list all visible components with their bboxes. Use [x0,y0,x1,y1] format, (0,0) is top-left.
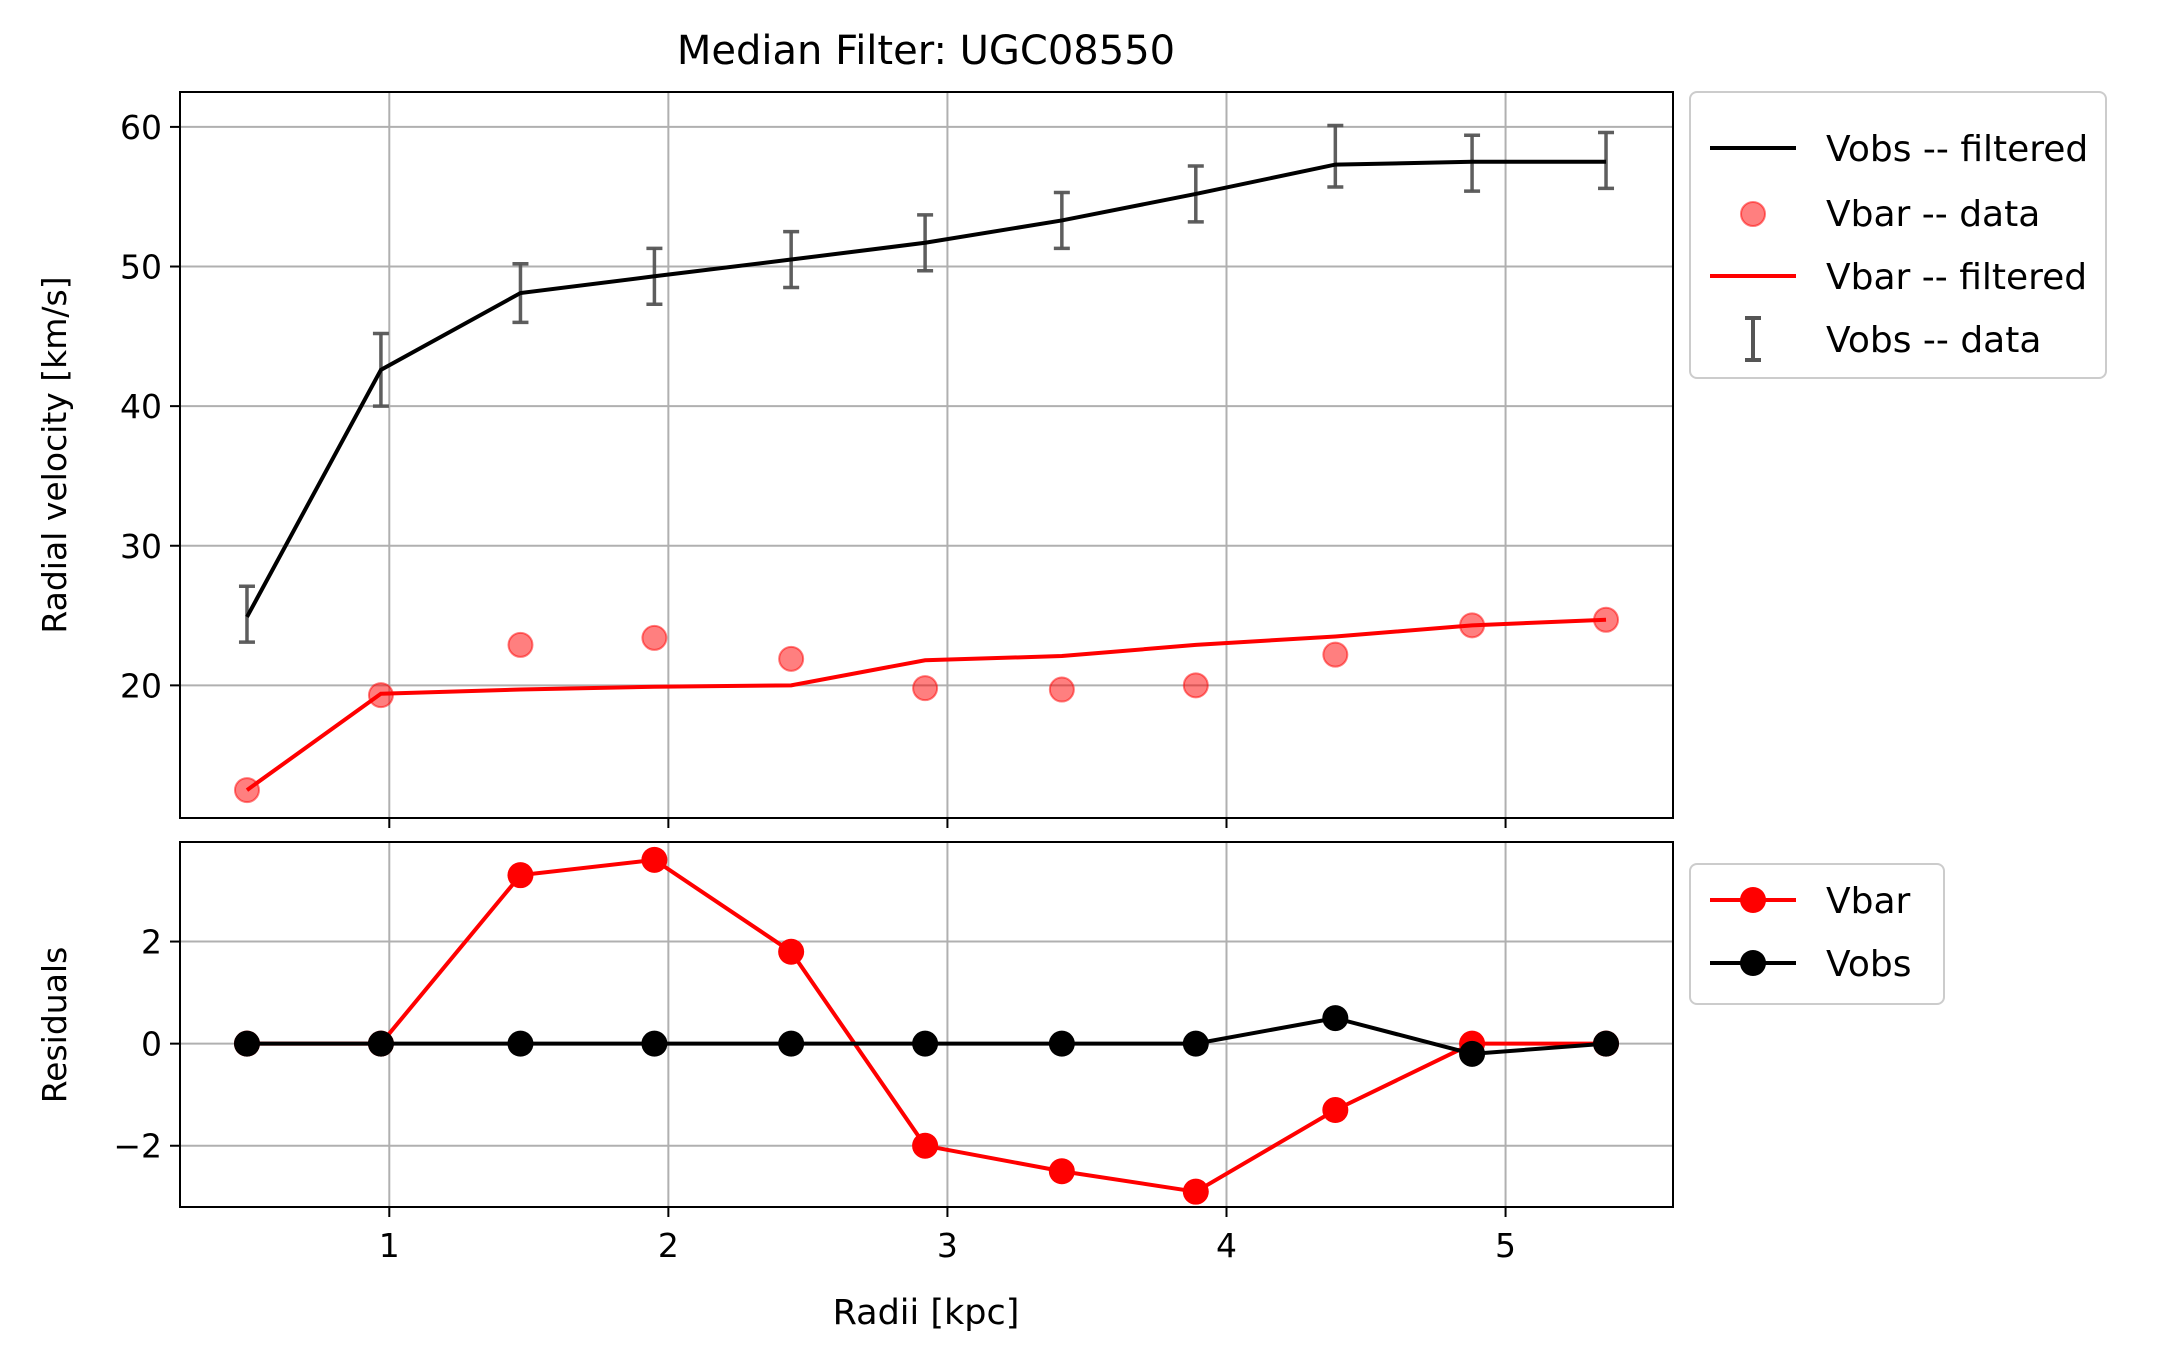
vobs-residual-point [1459,1040,1486,1067]
vbar-data-point [507,631,534,658]
legend-label-vobs-filtered: Vobs -- filtered [1826,129,2088,170]
bottom-ticks: 1 2 3 4 5 −2 0 2 [113,923,1516,1265]
top-panel: 20 30 40 50 60 Median Filter: UGC08550 Radia… [35,28,1674,828]
bottom-axes-frame [179,841,1674,1208]
legend-label-vbar-residual: Vbar [1826,881,1911,922]
top-y-tick-label: 40 [120,387,162,426]
bottom-legend: Vbar Vobs [1689,863,1945,1005]
vbar-data-point [1322,641,1349,668]
vobs-residual-point [1322,1005,1349,1032]
bottom-y-axis-label: Residuals [35,947,74,1104]
bottom-panel: 1 2 3 4 5 −2 0 2 Radii [kpc] Residuals [35,841,1674,1333]
vbar-residual-point [778,938,805,965]
vobs-filtered-line [245,159,1607,618]
legend-errorbar-vobs-data [1745,316,1761,362]
vbar-data-point [641,624,668,651]
top-axes-frame [179,91,1674,819]
legend-label-vbar-filtered: Vbar -- filtered [1826,257,2087,298]
vobs-residual-point [1182,1030,1209,1057]
vbar-residual-point [1048,1158,1075,1185]
vbar-data-point [778,645,805,672]
top-y-tick-label: 50 [120,248,162,287]
vobs-residual-point [1048,1030,1075,1057]
legend-label-vbar-data: Vbar -- data [1826,194,2040,235]
vbar-residual-point [912,1132,939,1159]
vobs-residual-point [233,1030,260,1057]
legend-marker-vbar-residual [1740,887,1766,913]
vbar-data-point [1182,672,1209,699]
top-plot-area [233,123,1620,804]
vobs-residual-point [367,1030,394,1057]
top-y-tick-label: 30 [120,527,162,566]
vobs-errorbar [1327,123,1344,189]
vbar-filtered-line [245,617,1607,792]
vobs-residual-point [507,1030,534,1057]
bottom-plot-area [233,846,1620,1205]
vbar-residual-point [1182,1178,1209,1205]
top-legend: Vobs -- filtered Vbar -- data Vbar -- fi… [1689,91,2107,379]
legend-label-vobs-data: Vobs -- data [1826,320,2041,361]
vbar-residual-point [1322,1097,1349,1124]
top-y-tick-label: 20 [120,666,162,705]
bottom-x-tick-label: 5 [1495,1226,1516,1265]
vbar-residual-point [641,846,668,873]
top-y-axis-label: Radial velocity [km/s] [35,276,74,633]
vobs-residual-point [778,1030,805,1057]
bottom-x-axis-label: Radii [kpc] [833,1293,1020,1333]
vobs-residual-point [1593,1030,1620,1057]
bottom-y-tick-label: 2 [141,923,162,962]
bottom-x-tick-label: 1 [379,1226,400,1265]
legend-marker-vobs-residual [1740,950,1766,976]
top-ticks: 20 30 40 50 60 [120,108,1507,828]
top-chart-title: Median Filter: UGC08550 [677,28,1175,74]
legend-label-vobs-residual: Vobs [1826,944,1911,985]
vobs-residual-point [641,1030,668,1057]
bottom-x-tick-label: 2 [658,1226,679,1265]
bottom-y-tick-label: 0 [141,1025,162,1064]
top-legend-box [1689,91,2107,379]
bottom-x-tick-label: 4 [1216,1226,1237,1265]
vobs-residual-point [912,1030,939,1057]
top-y-tick-label: 60 [120,108,162,147]
vbar-data-point [912,675,939,702]
vbar-residual-point [507,862,534,889]
bottom-y-tick-label: −2 [113,1127,162,1166]
legend-marker-vbar-data [1740,201,1766,227]
vbar-data-point [1048,676,1075,703]
bottom-x-tick-label: 3 [937,1226,958,1265]
